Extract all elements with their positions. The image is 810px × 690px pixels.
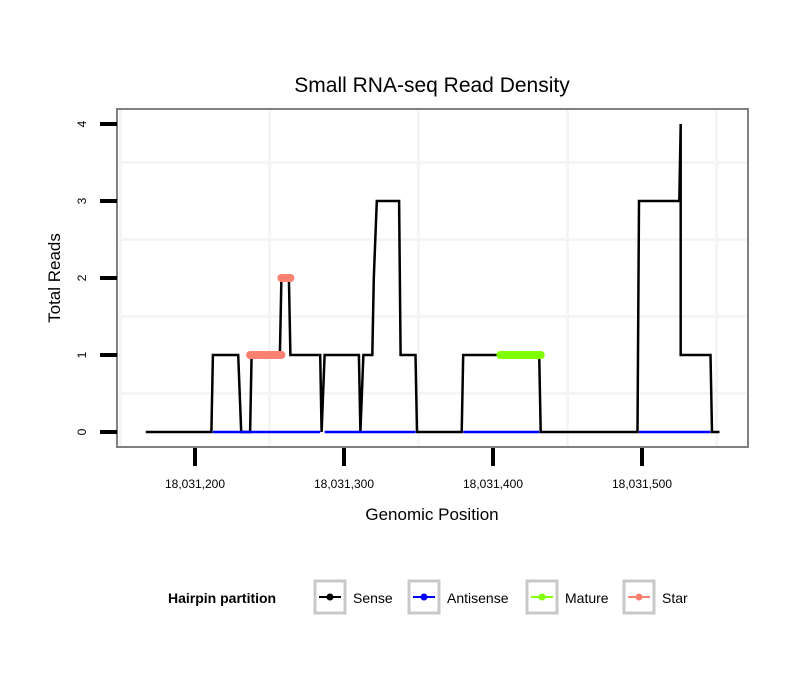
- y-tick-label: 4: [75, 120, 89, 127]
- y-tick-label: 2: [75, 274, 89, 281]
- legend-item-mature: Mature: [525, 579, 609, 615]
- y-tick-label: 0: [75, 428, 89, 435]
- legend-title: Hairpin partition: [168, 590, 276, 606]
- gridlines: [117, 109, 748, 447]
- legend-label: Sense: [353, 590, 393, 606]
- legend-label: Star: [662, 590, 688, 606]
- x-axis: 18,031,200 18,031,300 18,031,400 18,031,500: [165, 448, 672, 491]
- y-axis: 0 1 2 3 4: [75, 120, 117, 435]
- legend-key-point: [538, 593, 546, 601]
- panel-background: [117, 109, 748, 447]
- legend-key-point: [635, 593, 643, 601]
- sense-series-line: [145, 123, 720, 434]
- x-axis-title: Genomic Position: [365, 505, 498, 524]
- y-axis-title: Total Reads: [45, 233, 64, 323]
- legend-item-sense: Sense: [313, 579, 393, 615]
- legend-item-antisense: Antisense: [407, 579, 509, 615]
- legend: Hairpin partition Sense Antisense Mature St…: [168, 579, 688, 615]
- legend-items: Sense Antisense Mature Star: [313, 579, 688, 615]
- y-tick-label: 1: [75, 351, 89, 358]
- x-tick-label: 18,031,300: [314, 477, 374, 491]
- legend-item-star: Star: [622, 579, 688, 615]
- y-tick-label: 3: [75, 197, 89, 204]
- plot-panel: [116, 108, 749, 448]
- series-layer: [145, 123, 720, 434]
- x-tick-label: 18,031,500: [612, 477, 672, 491]
- chart-title: Small RNA-seq Read Density: [294, 74, 570, 97]
- x-tick-label: 18,031,400: [463, 477, 523, 491]
- legend-key-point: [326, 593, 334, 601]
- legend-key-point: [420, 593, 428, 601]
- legend-label: Mature: [565, 590, 609, 606]
- x-tick-label: 18,031,200: [165, 477, 225, 491]
- legend-label: Antisense: [447, 590, 509, 606]
